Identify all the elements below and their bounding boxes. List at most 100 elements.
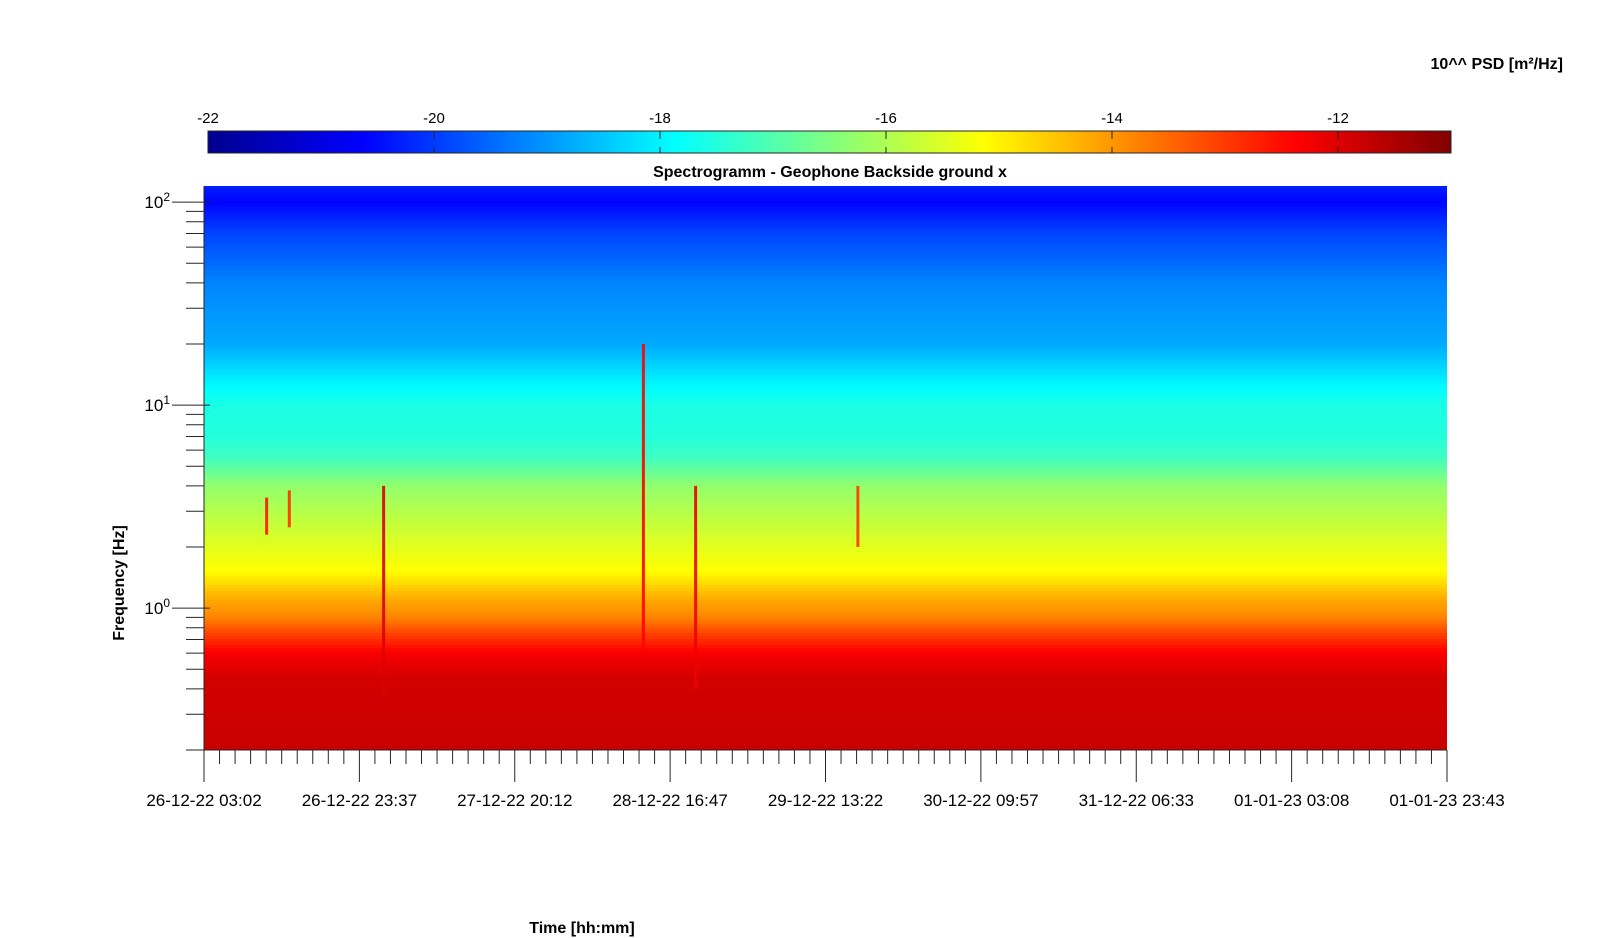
heatmap-band <box>204 441 1447 445</box>
y-tick-exponent: 1 <box>163 393 170 407</box>
heatmap-band <box>204 378 1447 382</box>
heatmap-band <box>204 540 1447 544</box>
heatmap-band <box>204 720 1447 724</box>
heatmap-band <box>204 501 1447 505</box>
heatmap-band <box>204 648 1447 652</box>
heatmap-band <box>204 681 1447 685</box>
heatmap-band <box>204 546 1447 550</box>
heatmap-band <box>204 711 1447 715</box>
y-tick-exponent: 0 <box>163 596 170 610</box>
heatmap-band <box>204 426 1447 430</box>
heatmap-band <box>204 318 1447 322</box>
heatmap-band <box>204 516 1447 520</box>
heatmap-band <box>204 417 1447 421</box>
heatmap-band <box>204 267 1447 271</box>
heatmap-band <box>204 678 1447 682</box>
heatmap-band <box>204 264 1447 268</box>
heatmap-band <box>204 363 1447 367</box>
colorbar: -22 -20 -18 -16 -14 -12 <box>197 110 1452 154</box>
heatmap-band <box>204 600 1447 604</box>
heatmap-band <box>204 660 1447 664</box>
heatmap-band <box>204 450 1447 454</box>
heatmap-band <box>204 324 1447 328</box>
heatmap-band <box>204 321 1447 325</box>
x-tick-label: 01-01-23 03:08 <box>1234 791 1349 810</box>
heatmap-band <box>204 393 1447 397</box>
chart-title: Spectrogramm - Geophone Backside ground … <box>653 164 1007 181</box>
heatmap-band <box>204 744 1447 748</box>
heatmap-band <box>204 357 1447 361</box>
x-tick-label: 27-12-22 20:12 <box>457 791 572 810</box>
heatmap-band <box>204 261 1447 265</box>
heatmap-band <box>204 699 1447 703</box>
heatmap-band <box>204 246 1447 250</box>
heatmap-band <box>204 252 1447 256</box>
heatmap-band <box>204 663 1447 667</box>
heatmap-band <box>204 438 1447 442</box>
heatmap-band <box>204 408 1447 412</box>
heatmap-band <box>204 294 1447 298</box>
heatmap-band <box>204 399 1447 403</box>
heatmap-band <box>204 672 1447 676</box>
x-axis-label: Time [hh:mm] <box>529 920 634 937</box>
heatmap-band <box>204 282 1447 286</box>
heatmap-band <box>204 621 1447 625</box>
transient-events <box>265 343 860 701</box>
heatmap-band <box>204 207 1447 211</box>
heatmap-band <box>204 273 1447 277</box>
heatmap-band <box>204 315 1447 319</box>
heatmap-band <box>204 456 1447 460</box>
heatmap-band <box>204 507 1447 511</box>
heatmap-band <box>204 705 1447 709</box>
heatmap-band <box>204 333 1447 337</box>
heatmap-band <box>204 447 1447 451</box>
heatmap-band <box>204 597 1447 601</box>
heatmap-band <box>204 291 1447 295</box>
heatmap-band <box>204 582 1447 586</box>
heatmap-band <box>204 231 1447 235</box>
heatmap-band <box>204 360 1447 364</box>
heatmap-band <box>204 468 1447 472</box>
heatmap-band <box>204 312 1447 316</box>
colorbar-tick-label: -18 <box>649 110 671 127</box>
heatmap-band <box>204 708 1447 712</box>
event-streak <box>265 497 269 535</box>
heatmap-band <box>204 549 1447 553</box>
heatmap-band <box>204 465 1447 469</box>
colorbar-label: 10^^ PSD [m²/Hz] <box>1431 56 1563 73</box>
heatmap-band <box>204 495 1447 499</box>
heatmap-band <box>204 429 1447 433</box>
heatmap-band <box>204 654 1447 658</box>
heatmap-band <box>204 696 1447 700</box>
y-tick-label: 100 <box>144 596 170 618</box>
heatmap-band <box>204 222 1447 226</box>
heatmap-band <box>204 198 1447 202</box>
heatmap-band <box>204 195 1447 199</box>
heatmap-band <box>204 288 1447 292</box>
heatmap-band <box>204 411 1447 415</box>
heatmap-band <box>204 192 1447 196</box>
event-streak <box>382 485 386 701</box>
y-axis-label: Frequency [Hz] <box>111 525 128 641</box>
heatmap-band <box>204 714 1447 718</box>
x-tick-label: 31-12-22 06:33 <box>1079 791 1194 810</box>
heatmap-band <box>204 570 1447 574</box>
heatmap-band <box>204 741 1447 745</box>
heatmap-band <box>204 249 1447 253</box>
heatmap-band <box>204 612 1447 616</box>
heatmap-band <box>204 723 1447 727</box>
heatmap-band <box>204 336 1447 340</box>
heatmap-band <box>204 543 1447 547</box>
heatmap-band <box>204 390 1447 394</box>
heatmap-band <box>204 555 1447 559</box>
x-tick-label: 01-01-23 23:43 <box>1389 791 1504 810</box>
heatmap-band <box>204 234 1447 238</box>
x-tick-label: 28-12-22 16:47 <box>612 791 727 810</box>
heatmap-band <box>204 645 1447 649</box>
heatmap-band <box>204 243 1447 247</box>
heatmap-band <box>204 342 1447 346</box>
x-tick-label: 26-12-22 23:37 <box>302 791 417 810</box>
heatmap-band <box>204 627 1447 631</box>
heatmap-band <box>204 657 1447 661</box>
